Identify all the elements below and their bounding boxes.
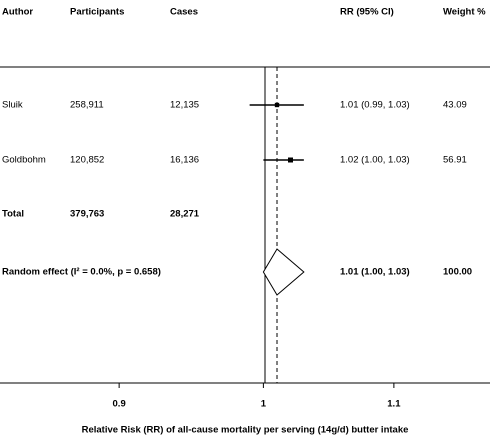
total-label: Total xyxy=(2,209,24,220)
pooled-label: Random effect (I² = 0.0%, p = 0.658) xyxy=(2,267,161,278)
pooled-rr-label: 1.01 (1.00, 1.03) xyxy=(340,267,410,278)
pooled-weight: 100.00 xyxy=(443,267,472,278)
weight: 43.09 xyxy=(443,100,467,111)
column-header: Participants xyxy=(70,7,124,18)
weight-square xyxy=(287,157,293,163)
rr-label: 1.01 (0.99, 1.03) xyxy=(340,100,410,111)
column-header: Weight % xyxy=(443,7,486,18)
x-tick-label: 0.9 xyxy=(113,399,126,410)
x-tick-label: 1.1 xyxy=(387,399,401,410)
total-participants: 379,763 xyxy=(70,209,104,220)
author: Sluik xyxy=(2,100,23,111)
rr-label: 1.02 (1.00, 1.03) xyxy=(340,155,410,166)
participants: 258,911 xyxy=(70,100,104,111)
pooled-diamond xyxy=(262,248,305,296)
x-axis-label: Relative Risk (RR) of all-cause mortalit… xyxy=(82,425,409,436)
cases: 12,135 xyxy=(170,100,199,111)
weight: 56.91 xyxy=(443,155,467,166)
participants: 120,852 xyxy=(70,155,104,166)
x-tick-label: 1 xyxy=(261,399,267,410)
cases: 16,136 xyxy=(170,155,199,166)
author: Goldbohm xyxy=(2,155,46,166)
column-header: RR (95% CI) xyxy=(340,7,394,18)
column-header: Cases xyxy=(170,7,198,18)
column-header: Author xyxy=(2,7,33,18)
total-cases: 28,271 xyxy=(170,209,200,220)
